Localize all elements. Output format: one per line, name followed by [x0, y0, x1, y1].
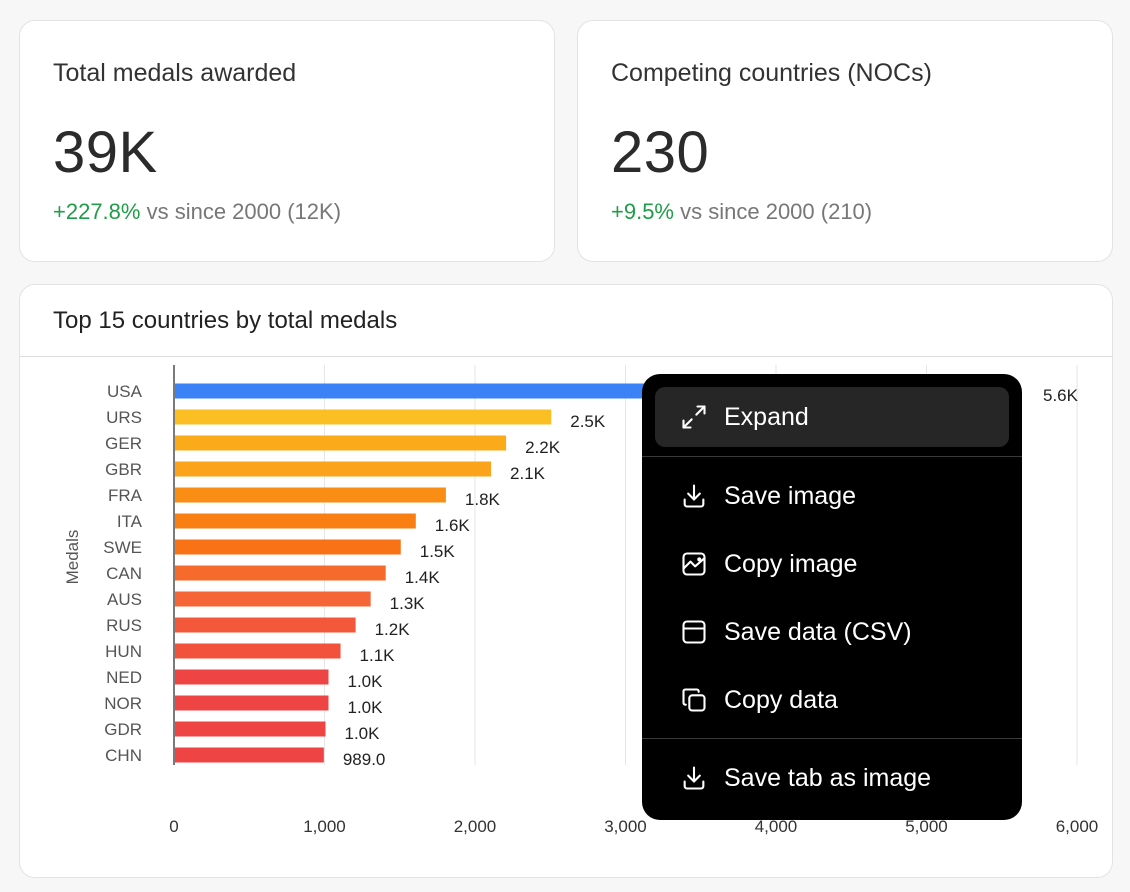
- chart-title: Top 15 countries by total medals: [53, 307, 398, 334]
- x-tick-label: 4,000: [755, 817, 798, 836]
- bar-hun: [175, 643, 341, 659]
- category-label: HUN: [105, 642, 142, 661]
- kpi-value: 230: [611, 120, 710, 185]
- kpi-card-competing-countries: Competing countries (NOCs) 230 +9.5% vs …: [577, 20, 1113, 262]
- data-label: 2.2K: [525, 438, 561, 457]
- menu-item-copy-data[interactable]: Copy data: [655, 670, 1009, 730]
- bar-can: [175, 565, 386, 581]
- category-label: NED: [106, 668, 142, 687]
- bar-ita: [175, 513, 416, 529]
- category-label: GBR: [105, 460, 142, 479]
- chart-area: 0 1,000 2,000 3,000 4,000 5,000 6,000 Medals USA…: [20, 357, 1114, 877]
- data-label: 1.8K: [465, 490, 501, 509]
- data-label: 2.5K: [570, 412, 606, 431]
- menu-item-save-tab-as-image[interactable]: Save tab as image: [655, 748, 1009, 808]
- data-label: 1.0K: [348, 672, 384, 691]
- kpi-delta-line: +9.5% vs since 2000 (210): [611, 199, 872, 225]
- kpi-value: 39K: [53, 120, 158, 185]
- bar-chart: 0 1,000 2,000 3,000 4,000 5,000 6,000 Medals USA…: [63, 365, 1099, 836]
- category-label: ITA: [117, 512, 143, 531]
- menu-item-label: Save image: [724, 481, 857, 510]
- download-icon: [679, 481, 709, 511]
- category-label: USA: [107, 382, 143, 401]
- data-label: 1.3K: [390, 594, 426, 613]
- chart-context-menu: Expand Save image Copy image Save data (…: [642, 374, 1022, 820]
- menu-separator: [642, 738, 1022, 739]
- category-label: SWE: [103, 538, 142, 557]
- kpi-delta-line: +227.8% vs since 2000 (12K): [53, 199, 341, 225]
- kpi-card-total-medals: Total medals awarded 39K +227.8% vs sinc…: [19, 20, 555, 262]
- menu-item-save-data-csv[interactable]: Save data (CSV): [655, 602, 1009, 662]
- data-label: 989.0: [343, 750, 386, 769]
- menu-item-save-image[interactable]: Save image: [655, 466, 1009, 526]
- bar-swe: [175, 539, 401, 555]
- data-label: 5.6K: [1043, 386, 1079, 405]
- bar-ger: [175, 435, 507, 451]
- bar-nor: [175, 695, 329, 711]
- kpi-title: Total medals awarded: [53, 59, 297, 87]
- category-label: URS: [106, 408, 142, 427]
- kpi-delta-percent: +9.5%: [611, 199, 674, 224]
- data-label: 1.0K: [345, 724, 381, 743]
- x-tick-label: 3,000: [604, 817, 647, 836]
- kpi-comparison: vs since 2000 (210): [680, 199, 873, 224]
- bar-urs: [175, 409, 552, 425]
- kpi-comparison: vs since 2000 (12K): [146, 199, 342, 224]
- menu-item-label: Save tab as image: [724, 763, 932, 792]
- x-tick-label: 6,000: [1056, 817, 1099, 836]
- bar-gbr: [175, 461, 492, 477]
- bar-fra: [175, 487, 446, 503]
- image-icon: [679, 549, 709, 579]
- category-label: NOR: [104, 694, 142, 713]
- download-icon: [679, 763, 709, 793]
- menu-item-copy-image[interactable]: Copy image: [655, 534, 1009, 594]
- copy-icon: [679, 685, 709, 715]
- data-label: 2.1K: [510, 464, 546, 483]
- y-axis-label: Medals: [63, 530, 82, 585]
- menu-item-label: Expand: [724, 402, 809, 431]
- x-tick-label: 5,000: [905, 817, 948, 836]
- data-label: 1.5K: [420, 542, 456, 561]
- data-label: 1.0K: [348, 698, 384, 717]
- table-icon: [679, 617, 709, 647]
- divider: [20, 356, 1112, 357]
- bar-aus: [175, 591, 371, 607]
- category-label: RUS: [106, 616, 142, 635]
- category-label: AUS: [107, 590, 142, 609]
- x-tick-label: 0: [169, 817, 178, 836]
- menu-item-label: Copy data: [724, 685, 838, 714]
- data-label: 1.1K: [360, 646, 396, 665]
- x-tick-label: 2,000: [454, 817, 497, 836]
- bar-chn: [175, 747, 324, 763]
- category-label: FRA: [108, 486, 143, 505]
- kpi-delta-percent: +227.8%: [53, 199, 141, 224]
- data-label: 1.6K: [435, 516, 471, 535]
- menu-separator: [642, 456, 1022, 457]
- bar-ned: [175, 669, 329, 685]
- category-label: CAN: [106, 564, 142, 583]
- data-label: 1.4K: [405, 568, 441, 587]
- kpi-title: Competing countries (NOCs): [611, 59, 932, 87]
- x-tick-label: 1,000: [303, 817, 346, 836]
- bar-gdr: [175, 721, 326, 737]
- data-label: 1.2K: [375, 620, 411, 639]
- menu-item-label: Save data (CSV): [724, 617, 912, 646]
- category-label: GER: [105, 434, 142, 453]
- bar-rus: [175, 617, 356, 633]
- menu-item-expand[interactable]: Expand: [655, 387, 1009, 447]
- category-label: CHN: [105, 746, 142, 765]
- expand-icon: [679, 402, 709, 432]
- menu-item-label: Copy image: [724, 549, 858, 578]
- category-label: GDR: [104, 720, 142, 739]
